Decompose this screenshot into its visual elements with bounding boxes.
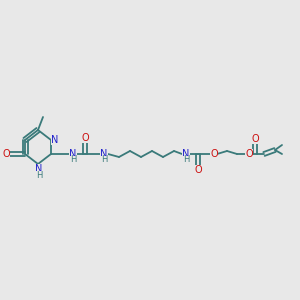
Text: O: O xyxy=(245,149,253,159)
Text: O: O xyxy=(2,149,10,159)
Text: H: H xyxy=(183,155,189,164)
Text: N: N xyxy=(69,149,77,159)
Text: N: N xyxy=(100,149,108,159)
Text: H: H xyxy=(36,170,42,179)
Text: H: H xyxy=(70,155,76,164)
Text: N: N xyxy=(35,164,43,174)
Text: O: O xyxy=(81,133,89,143)
Text: N: N xyxy=(182,149,190,159)
Text: O: O xyxy=(194,165,202,175)
Text: O: O xyxy=(251,134,259,144)
Text: H: H xyxy=(101,155,107,164)
Text: O: O xyxy=(210,149,218,159)
Text: N: N xyxy=(51,135,59,145)
